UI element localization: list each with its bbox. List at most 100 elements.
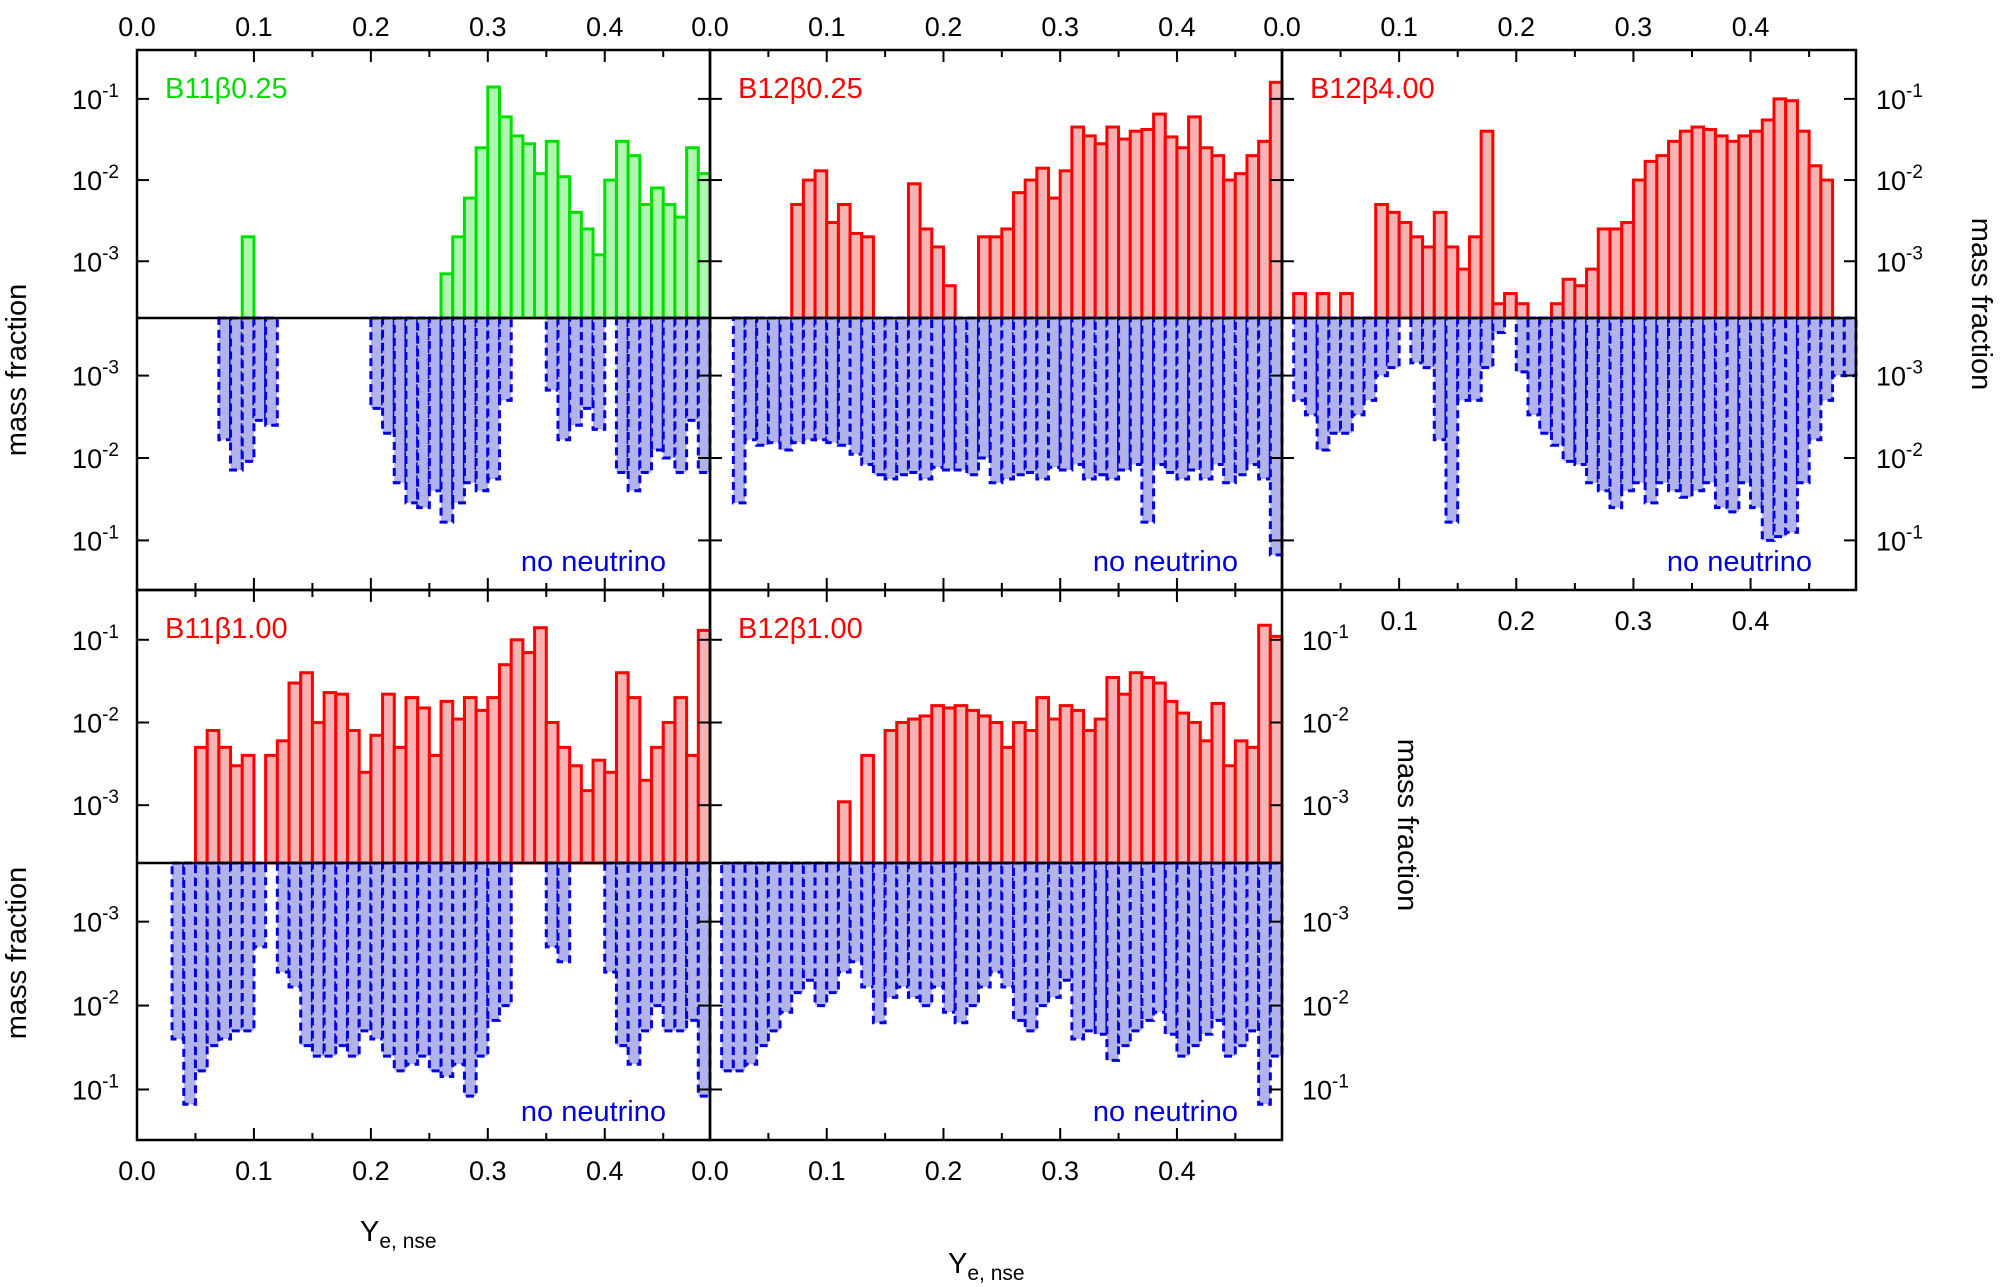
upper-bar — [825, 221, 840, 320]
upper-bar — [930, 704, 945, 865]
upper-bar — [498, 663, 513, 865]
text-labels: 0.0 0.1 0.2 0.3 0.4 10-3 10-2 10-1 10-3 10-2 10-1 B… — [72, 12, 1923, 1186]
lower-bar — [1035, 861, 1051, 1008]
upper-bar — [603, 178, 618, 320]
upper-bar — [1082, 729, 1097, 865]
upper-bar — [474, 146, 490, 320]
upper-bar — [1421, 245, 1436, 320]
upper-bar — [521, 651, 537, 865]
upper-bar — [1000, 745, 1016, 865]
upper-bar — [1070, 125, 1086, 320]
lower-bar — [474, 316, 490, 493]
lower-bar — [1140, 316, 1156, 524]
y-tick-label-upper: 10-2 — [1876, 162, 1923, 196]
upper-bar — [1245, 154, 1261, 320]
lower-bar — [1737, 316, 1753, 485]
x-tick-label-top: 0.0 — [118, 12, 156, 42]
lower-bar — [1222, 861, 1237, 1058]
upper-bar — [299, 671, 314, 865]
y-tick-label-upper: 10-1 — [72, 81, 119, 115]
upper-bar — [848, 231, 864, 320]
upper-bar — [591, 758, 607, 865]
upper-bar — [1210, 701, 1226, 865]
lower-bar — [918, 861, 934, 1008]
x-tick-label-top: 0.3 — [469, 12, 507, 42]
lower-bar — [988, 316, 1004, 485]
upper-bar — [614, 139, 630, 320]
lower-bar — [451, 861, 466, 1066]
upper-bar — [860, 753, 875, 865]
y-tick-label-right-upper: 10-2 — [1302, 704, 1349, 738]
upper-bar — [696, 628, 712, 865]
upper-bar — [1140, 127, 1156, 320]
lower-bar — [474, 861, 490, 1058]
lower-bar — [392, 861, 408, 1073]
lower-bar — [1596, 316, 1612, 493]
upper-bar — [1175, 146, 1191, 320]
upper-bar — [1503, 292, 1518, 320]
lower-bar — [369, 316, 385, 410]
lower-bar — [579, 316, 595, 410]
lower-bar — [1257, 316, 1272, 481]
lower-bar — [965, 861, 980, 1008]
y-axis-title-left-top: mass fraction — [1, 284, 33, 456]
upper-bar — [439, 272, 455, 320]
lower-bar — [685, 861, 700, 1022]
upper-bar — [498, 115, 513, 320]
x-tick-label-bottom: 0.2 — [1498, 606, 1536, 636]
lower-bar — [1023, 316, 1039, 475]
lower-bar — [462, 316, 478, 485]
upper-bar — [813, 169, 829, 320]
upper-bar — [1233, 172, 1249, 320]
x-tick-label-top: 0.4 — [1732, 12, 1770, 42]
upper-bar — [918, 714, 934, 865]
lower-bar — [626, 316, 642, 493]
lower-bar — [965, 316, 980, 477]
upper-bar — [322, 691, 338, 865]
upper-bar — [1268, 80, 1284, 320]
upper-bar — [229, 764, 244, 865]
lower-bar — [1339, 316, 1354, 435]
lower-bar — [439, 316, 455, 524]
panel-label: B12β4.00 — [1310, 73, 1435, 105]
upper-bar — [1023, 729, 1039, 865]
upper-bar — [988, 720, 1004, 865]
upper-bar — [1467, 235, 1483, 320]
upper-bar — [638, 778, 654, 865]
upper-bar — [1222, 764, 1237, 865]
lower-bar — [778, 861, 794, 1014]
lower-bar — [1117, 316, 1132, 472]
panel-label: B12β0.25 — [738, 73, 863, 105]
lower-bar — [895, 316, 910, 477]
upper-bar — [860, 235, 875, 320]
lower-bar — [1667, 316, 1682, 493]
upper-bar — [976, 714, 992, 865]
lower-bar — [486, 316, 502, 481]
lower-bar — [1187, 861, 1202, 1048]
lower-bar — [1432, 316, 1448, 442]
upper-bar — [556, 745, 572, 865]
x-axis-title-left: Ye, nse — [360, 1216, 437, 1253]
upper-bar — [836, 800, 852, 865]
lower-bar — [883, 861, 899, 999]
upper-bar — [1257, 623, 1272, 865]
lower-bar — [1421, 316, 1436, 370]
lower-bar — [661, 861, 677, 1033]
lower-bar — [1702, 316, 1717, 485]
y-tick-label-lower: 10-2 — [1876, 440, 1923, 474]
y-tick-label-upper: 10-1 — [1876, 81, 1923, 115]
y-tick-label-lower: 10-3 — [72, 904, 119, 938]
upper-bar — [1117, 137, 1132, 320]
lower-bar — [825, 861, 840, 995]
upper-bar — [1245, 745, 1261, 865]
y-tick-label-upper: 10-3 — [72, 787, 119, 821]
y-axis-title-right-top: mass fraction — [1965, 218, 1997, 390]
upper-bar — [1819, 178, 1835, 320]
x-axis-title-right: Ye, nse — [948, 1248, 1025, 1285]
lower-bar — [743, 861, 759, 1066]
lower-bar — [240, 316, 256, 463]
lower-bar — [1444, 316, 1460, 524]
upper-bar — [568, 764, 583, 865]
panel-label: B11β0.25 — [165, 73, 288, 105]
lower-bar — [930, 861, 945, 989]
